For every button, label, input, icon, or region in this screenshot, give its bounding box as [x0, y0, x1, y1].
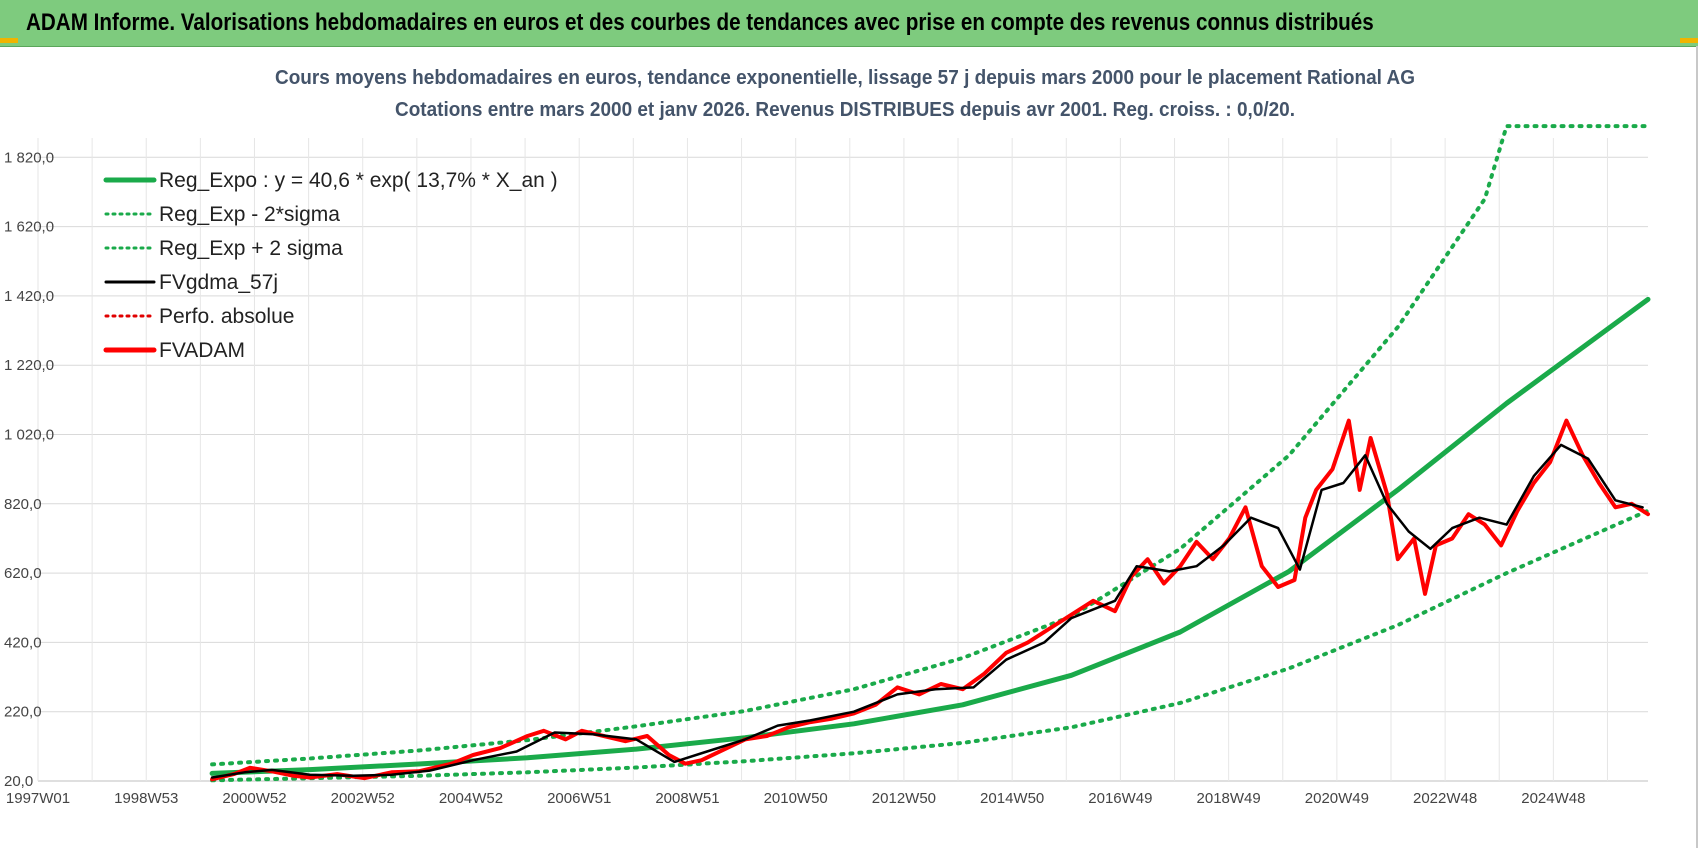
grid — [37, 138, 1648, 782]
series-reg-exp-2-sigma — [210, 124, 1650, 767]
y-tick-label: 1 620,0 — [4, 219, 54, 236]
y-tick-label: 1 220,0 — [4, 357, 54, 374]
legend-label-perfo: Perfo. absolue — [159, 305, 294, 328]
x-tick-label: 2014W50 — [980, 790, 1044, 807]
x-tick-label: 2008W51 — [655, 790, 719, 807]
y-tick-label: 220,0 — [4, 704, 42, 721]
chart-svg: 20,0 220,0 420,0 620,0 820,0 1 020,0 1 220,0 1 … — [4, 67, 1651, 807]
corner-marker-right — [1680, 38, 1698, 43]
x-tick-label: 2022W48 — [1413, 790, 1477, 807]
y-tick-label: 1 420,0 — [4, 288, 54, 305]
x-tick-label: 2024W48 — [1521, 790, 1585, 807]
corner-marker-left — [0, 38, 18, 43]
axis-labels: 20,0 220,0 420,0 620,0 820,0 1 020,0 1 220,0 1 … — [4, 149, 1585, 807]
series-reg-exp-2-sigma — [210, 508, 1650, 783]
legend-label-band_low: Reg_Exp - 2*sigma — [159, 203, 340, 226]
x-tick-label: 2006W51 — [547, 790, 611, 807]
report-banner: ADAM Informe. Valorisations hebdomadaire… — [0, 0, 1698, 47]
y-tick-label: 20,0 — [4, 773, 33, 790]
x-tick-label: 2020W49 — [1305, 790, 1369, 807]
series-reg-expo — [209, 296, 1651, 776]
legend: Reg_Expo : y = 40,6 * exp( 13,7% * X_an … — [103, 169, 558, 362]
chart-subtitle: Cotations entre mars 2000 et janv 2026. … — [395, 99, 1295, 121]
report-title: ADAM Informe. Valorisations hebdomadaire… — [26, 9, 1374, 36]
x-tick-label: 2018W49 — [1197, 790, 1261, 807]
series-fvgdma-57j — [210, 443, 1644, 779]
x-tick-label: 2012W50 — [872, 790, 936, 807]
legend-label-band_high: Reg_Exp + 2 sigma — [159, 237, 343, 260]
y-tick-label: 1 020,0 — [4, 427, 54, 444]
chart-container: 20,0 220,0 420,0 620,0 820,0 1 020,0 1 220,0 1 … — [0, 46, 1698, 848]
legend-label-fvadam: FVADAM — [159, 339, 245, 362]
x-tick-label: 1997W01 — [6, 790, 70, 807]
legend-label-reg_expo: Reg_Expo : y = 40,6 * exp( 13,7% * X_an … — [159, 169, 558, 192]
x-tick-label: 2004W52 — [439, 790, 503, 807]
series-layer — [209, 124, 1651, 783]
x-tick-label: 2010W50 — [764, 790, 828, 807]
chart-title: Cours moyens hebdomadaires en euros, ten… — [275, 67, 1415, 89]
legend-label-fvgdma: FVgdma_57j — [159, 271, 278, 294]
y-tick-label: 620,0 — [4, 565, 42, 582]
x-tick-label: 2002W52 — [331, 790, 395, 807]
x-tick-label: 2000W52 — [222, 790, 286, 807]
x-tick-label: 2016W49 — [1088, 790, 1152, 807]
x-tick-label: 1998W53 — [114, 790, 178, 807]
y-tick-label: 420,0 — [4, 634, 42, 651]
y-tick-label: 1 820,0 — [4, 149, 54, 166]
y-tick-label: 820,0 — [4, 496, 42, 513]
series-fvadam — [210, 418, 1650, 782]
